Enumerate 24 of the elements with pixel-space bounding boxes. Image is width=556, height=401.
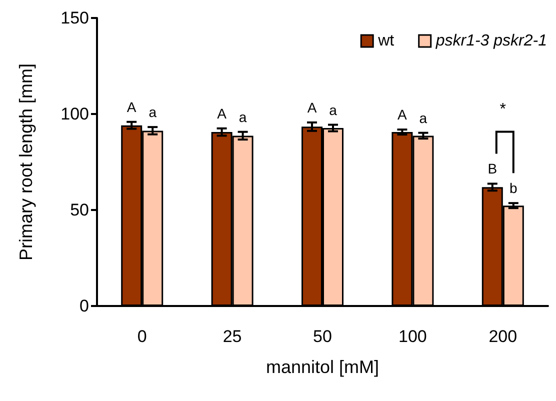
data-label: b — [510, 180, 518, 196]
legend-label: wt — [377, 32, 395, 50]
x-tick-label: 25 — [222, 327, 242, 346]
x-axis-title: mannitol [mM] — [266, 357, 380, 377]
data-label: A — [217, 105, 228, 122]
data-label: a — [419, 110, 428, 126]
annotation: * — [500, 101, 506, 118]
legend-label: pskr1-3 pskr2-1 — [434, 32, 548, 50]
data-label: a — [238, 108, 247, 125]
x-tick-label: 100 — [398, 327, 427, 346]
data-label: a — [148, 104, 157, 120]
data-label: A — [398, 106, 408, 123]
y-tick-label: 150 — [60, 8, 89, 28]
data-label: a — [329, 102, 338, 118]
y-tick-label: 100 — [60, 104, 89, 124]
y-tick-label: 0 — [80, 296, 89, 316]
data-label: A — [126, 98, 137, 115]
x-tick-label: 0 — [137, 327, 147, 346]
data-label: B — [488, 160, 498, 177]
x-tick-label: 200 — [488, 327, 518, 346]
x-tick-label: 50 — [313, 327, 332, 346]
data-label: A — [307, 99, 318, 116]
y-axis-title: Primary root length [mm] — [16, 63, 36, 261]
y-tick-label: 50 — [70, 200, 89, 220]
